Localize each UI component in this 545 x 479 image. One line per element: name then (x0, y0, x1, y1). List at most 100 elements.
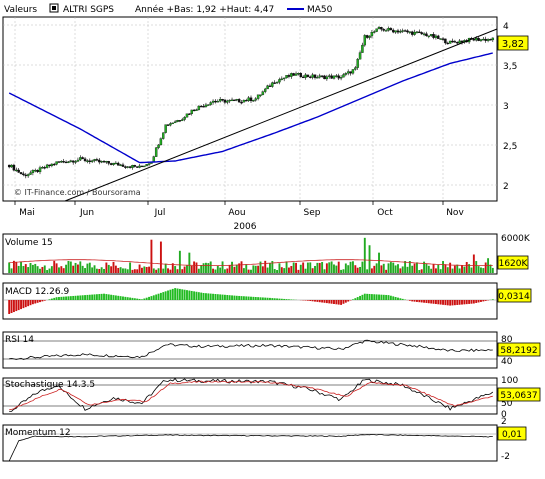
volume-bar (274, 269, 276, 273)
volume-bar (146, 267, 148, 273)
momentum-tick-minus2: -2 (501, 452, 510, 462)
volume-bar (110, 266, 112, 273)
year-label: 2006 (234, 222, 257, 232)
volume-bar (369, 245, 371, 273)
macd-bar (30, 300, 32, 305)
candle-body (243, 100, 245, 102)
candle-body (53, 164, 55, 165)
volume-bar (51, 266, 53, 273)
macd-bar (326, 300, 328, 303)
macd-bar (60, 297, 62, 300)
candle-body (32, 170, 34, 173)
volume-bar (167, 268, 169, 273)
macd-bar (13, 300, 15, 312)
volume-bar (340, 270, 342, 273)
macd-bar (418, 300, 420, 302)
volume-bar (196, 262, 198, 273)
candle-body (347, 72, 349, 74)
volume-bar (328, 262, 330, 273)
year-range-text: Année +Bas: 1,92 +Haut: 4,47 (135, 4, 274, 15)
macd-bar (260, 297, 262, 300)
x-axis-month-label: Jun (79, 208, 94, 218)
volume-bar (226, 269, 228, 273)
candle-body (397, 31, 399, 33)
macd-bar (198, 292, 200, 300)
macd-bar (245, 296, 247, 300)
candle-body (378, 27, 380, 29)
macd-bar (94, 294, 96, 300)
macd-bar (222, 295, 224, 300)
volume-value: 1620K (499, 259, 529, 269)
volume-bar (359, 267, 361, 273)
volume-bar (72, 266, 74, 273)
volume-bar (366, 269, 368, 273)
candle-body (37, 170, 39, 172)
volume-bar (428, 266, 430, 273)
macd-bar (205, 293, 207, 300)
candle-body (459, 41, 461, 43)
volume-bar (22, 266, 24, 273)
macd-bar (79, 295, 81, 300)
candle-body (198, 106, 200, 110)
volume-bar (371, 268, 373, 273)
volume-bar (184, 267, 186, 273)
stochastic-label: Stochastique 14.3.5 (5, 380, 95, 390)
x-axis-month-label: Oct (377, 208, 393, 218)
macd-bar (196, 292, 198, 300)
volume-bar (430, 269, 432, 273)
volume-bar (293, 263, 295, 273)
rsi-label: RSI 14 (5, 335, 34, 345)
macd-bar (376, 294, 378, 300)
candle-body (435, 36, 437, 38)
candle-body (449, 41, 451, 43)
rsi-panel (3, 332, 497, 368)
macd-bar (229, 295, 231, 300)
macd-bar (435, 300, 437, 304)
price-tick-label: 4 (503, 22, 509, 32)
macd-bar (388, 295, 390, 300)
volume-bar (148, 267, 150, 273)
macd-bar (8, 300, 10, 314)
macd-bar (276, 298, 278, 300)
volume-bar (165, 264, 167, 273)
macd-bar (437, 300, 439, 304)
macd-bar (143, 299, 145, 301)
x-axis-month-label: Jul (154, 208, 166, 218)
volume-bar (466, 262, 468, 273)
momentum-tick-2: 2 (501, 417, 507, 427)
volume-bar (404, 261, 406, 273)
volume-bar (56, 263, 58, 273)
macd-label: MACD 12.26.9 (5, 287, 69, 297)
volume-bar (395, 265, 397, 273)
candle-body (167, 125, 169, 126)
macd-bar (478, 300, 480, 302)
volume-bar (160, 242, 162, 273)
volume-bar (141, 268, 143, 273)
macd-bar (473, 300, 475, 304)
candle-body (399, 31, 401, 32)
macd-bar (115, 295, 117, 300)
candle-body (250, 98, 252, 101)
macd-bar (466, 300, 468, 304)
candle-body (395, 31, 397, 33)
volume-bar (84, 268, 86, 273)
macd-bar (136, 299, 138, 300)
macd-bar (366, 294, 368, 300)
macd-bar (392, 296, 394, 300)
volume-bar (454, 266, 456, 273)
candle-body (129, 167, 131, 168)
candle-body (302, 77, 304, 78)
candle-body (10, 165, 12, 167)
price-tick-label: 2,5 (503, 142, 517, 152)
candle-body (195, 110, 197, 111)
momentum-label: Momentum 12 (5, 428, 71, 438)
x-axis-month-label: Aou (228, 208, 245, 218)
candle-body (437, 36, 439, 39)
volume-bar (79, 261, 81, 273)
macd-bar (58, 297, 60, 300)
candle-body (238, 99, 240, 102)
volume-bar (345, 263, 347, 273)
candle-body (421, 32, 423, 34)
candle-body (451, 41, 453, 42)
macd-bar (203, 293, 205, 300)
